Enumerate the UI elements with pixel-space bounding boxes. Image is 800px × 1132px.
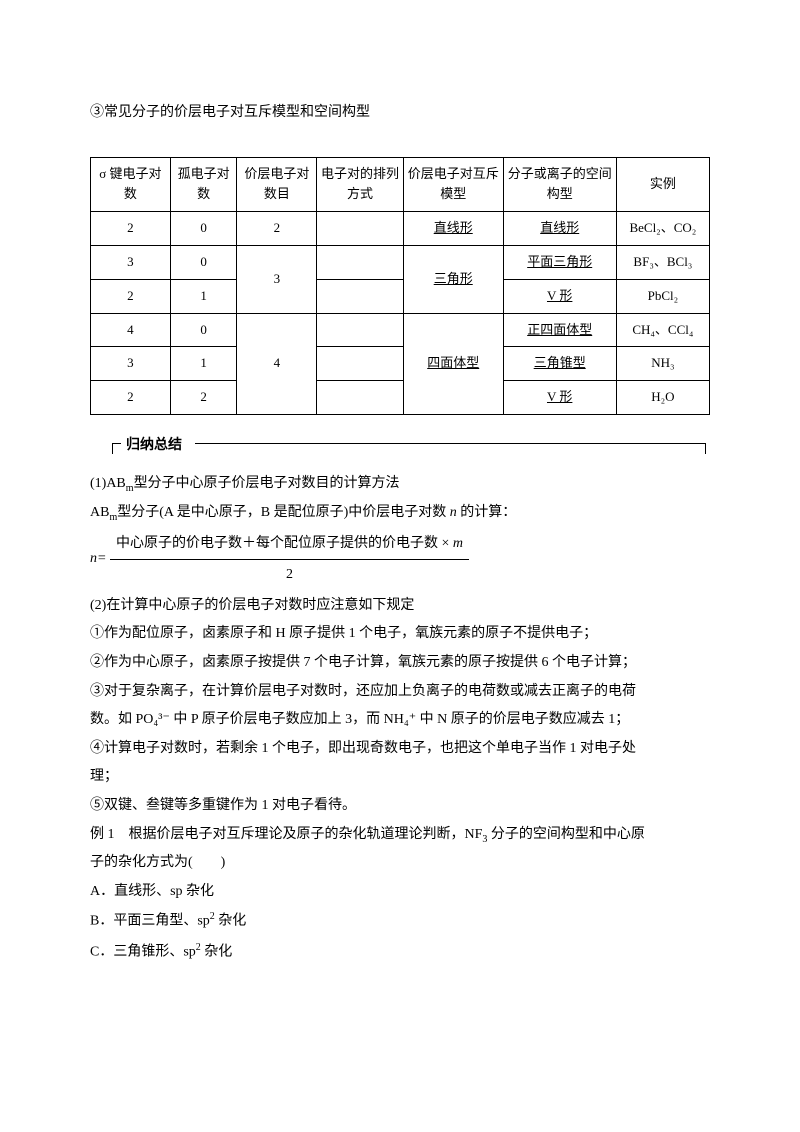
cell-sigma: 3 [91,347,171,381]
cell-shape: V 形 [503,279,616,313]
summary-line-2: ABm型分子(A 是中心原子，B 是配位原子)中价层电子对数 n 的计算： [90,500,710,527]
summary-line-7a: ④计算电子对数时，若剩余 1 个电子，即出现奇数电子，也把这个单电子当作 1 对… [90,736,710,763]
th-model: 价层电子对互斥模型 [403,157,503,212]
cell-example: PbCl₂ [616,279,709,313]
cell-shape: 平面三角形 [503,245,616,279]
table-row: 4 0 4 四面体型 正四面体型 CH₄、CCl₄ [91,313,710,347]
summary-line-7b: 理； [90,764,710,791]
cell-sigma: 2 [91,279,171,313]
cell-vsepr: 2 [237,212,317,246]
cell-lone: 0 [170,313,237,347]
th-arrange: 电子对的排列方式 [317,157,404,212]
cell-sigma: 4 [91,313,171,347]
th-sigma: σ 键电子对数 [91,157,171,212]
table-row: 3 0 3 三角形 平面三角形 BF₃、BCl₃ [91,245,710,279]
cell-model: 四面体型 [403,313,503,414]
table-row: 2 1 V 形 PbCl₂ [91,279,710,313]
cell-shape: V 形 [503,381,616,415]
cell-lone: 1 [170,347,237,381]
table-row: 3 1 三角锥型 NH₃ [91,347,710,381]
cell-lone: 2 [170,381,237,415]
cell-vsepr: 4 [237,313,317,414]
section-heading: ③常见分子的价层电子对互斥模型和空间构型 [90,100,710,127]
cell-example: BF₃、BCl₃ [616,245,709,279]
summary-line-8: ⑤双键、叁键等多重键作为 1 对电子看待。 [90,793,710,820]
summary-header: 归纳总结 [90,443,710,465]
option-b: B．平面三角型、sp2 杂化 [90,907,710,935]
summary-line-6a: ③对于复杂离子，在计算价层电子对数时，还应加上负离子的电荷数或减去正离子的电荷 [90,679,710,706]
example-line-2: 子的杂化方式为( ) [90,850,710,877]
cell-lone: 1 [170,279,237,313]
cell-lone: 0 [170,212,237,246]
summary-line-6b: 数。如 PO₄³⁻ 中 P 原子价层电子数应加上 3，而 NH₄⁺ 中 N 原子… [90,707,710,734]
cell-arrange [317,381,404,415]
cell-shape: 正四面体型 [503,313,616,347]
table-row: 2 0 2 直线形 直线形 BeCl₂、CO₂ [91,212,710,246]
cell-lone: 0 [170,245,237,279]
option-a: A．直线形、sp 杂化 [90,879,710,906]
summary-line-4: ①作为配位原子，卤素原子和 H 原子提供 1 个电子，氧族元素的原子不提供电子； [90,621,710,648]
cell-model: 三角形 [403,245,503,313]
cell-example: CH₄、CCl₄ [616,313,709,347]
th-example: 实例 [616,157,709,212]
cell-arrange [317,212,404,246]
example-line-1: 例 1 根据价层电子对互斥理论及原子的杂化轨道理论判断，NF3 分子的空间构型和… [90,822,710,849]
cell-sigma: 3 [91,245,171,279]
cell-example: NH₃ [616,347,709,381]
summary-line-5: ②作为中心原子，卤素原子按提供 7 个电子计算，氧族元素的原子按提供 6 个电子… [90,650,710,677]
summary-line-1: (1)ABm型分子中心原子价层电子对数目的计算方法 [90,471,710,498]
cell-model: 直线形 [403,212,503,246]
cell-sigma: 2 [91,381,171,415]
option-c: C．三角锥形、sp2 杂化 [90,938,710,966]
vsepr-table: σ 键电子对数 孤电子对数 价层电子对数目 电子对的排列方式 价层电子对互斥模型… [90,157,710,415]
th-shape: 分子或离子的空间构型 [503,157,616,212]
th-lone: 孤电子对数 [170,157,237,212]
cell-shape: 直线形 [503,212,616,246]
cell-arrange [317,313,404,347]
formula: n= 中心原子的价电子数＋每个配位原子提供的价电子数 × m 2 [90,531,710,589]
cell-example: BeCl₂、CO₂ [616,212,709,246]
cell-example: H₂O [616,381,709,415]
cell-arrange [317,347,404,381]
summary-title: 归纳总结 [124,433,184,460]
cell-shape: 三角锥型 [503,347,616,381]
cell-sigma: 2 [91,212,171,246]
summary-line-3: (2)在计算中心原子的价层电子对数时应注意如下规定 [90,593,710,620]
th-vsepr: 价层电子对数目 [237,157,317,212]
cell-arrange [317,245,404,279]
table-row: 2 2 V 形 H₂O [91,381,710,415]
cell-arrange [317,279,404,313]
table-header-row: σ 键电子对数 孤电子对数 价层电子对数目 电子对的排列方式 价层电子对互斥模型… [91,157,710,212]
cell-vsepr: 3 [237,245,317,313]
